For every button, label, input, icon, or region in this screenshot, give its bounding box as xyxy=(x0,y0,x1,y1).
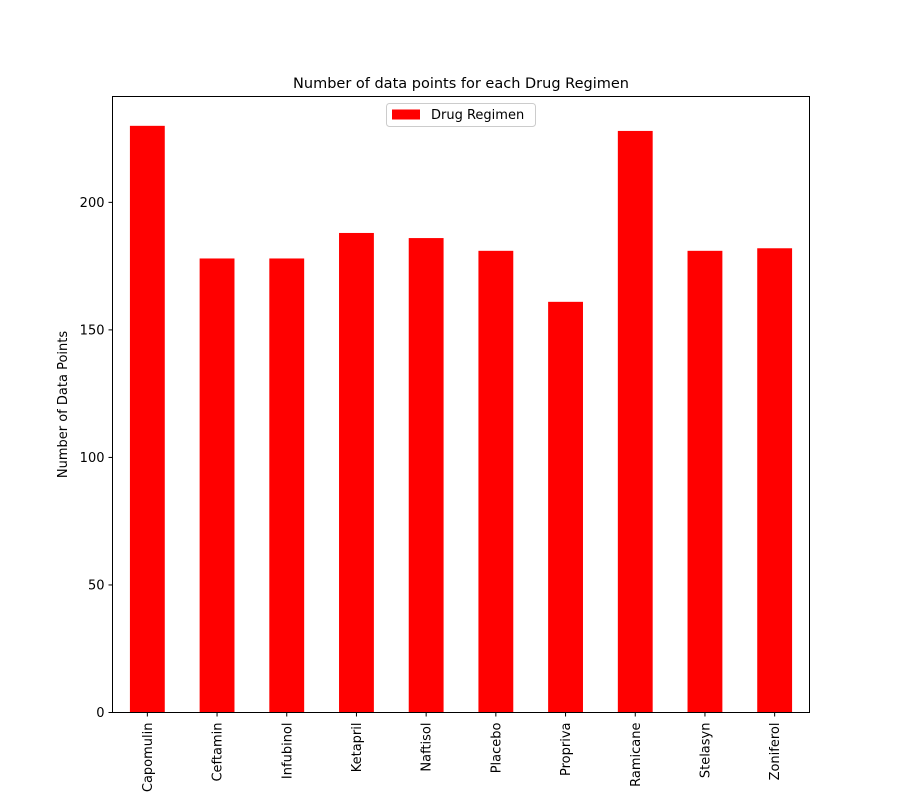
x-tick-label: Placebo xyxy=(489,722,504,773)
x-tick-label: Stelasyn xyxy=(698,723,713,779)
y-tick-label: 50 xyxy=(88,578,105,593)
bar-placebo xyxy=(478,250,514,713)
x-ticks-layer: Capomulin Ceftamin Infubinol Ketapril Naftis… xyxy=(141,712,783,793)
x-tick-label: Ramicane xyxy=(629,723,644,787)
x-tick-label: Naftisol xyxy=(420,723,435,772)
legend-swatch xyxy=(392,109,420,120)
legend-label: Drug Regimen xyxy=(431,108,524,123)
bar-ceftamin xyxy=(199,258,235,713)
x-tick-label: Propriva xyxy=(559,723,574,777)
bar-infubinol xyxy=(269,258,305,713)
bar-zoniferol xyxy=(757,248,793,713)
bar-stelasyn xyxy=(687,250,723,713)
bar-capomulin xyxy=(129,125,165,713)
y-tick-label: 0 xyxy=(96,706,104,721)
bars-layer xyxy=(129,125,793,713)
x-tick-label: Ceftamin xyxy=(211,723,226,782)
plot-area-frame xyxy=(112,96,810,713)
legend-box xyxy=(386,103,536,127)
chart-title: Number of data points for each Drug Regi… xyxy=(293,76,629,92)
bar-ramicane xyxy=(617,130,653,713)
y-axis-label: Number of Data Points xyxy=(56,331,71,478)
y-tick-label: 200 xyxy=(80,196,105,211)
x-tick-label: Capomulin xyxy=(141,723,156,793)
y-tick-label: 150 xyxy=(80,323,105,338)
x-tick-label: Ketapril xyxy=(350,723,365,773)
bar-naftisol xyxy=(408,238,444,713)
y-ticks-layer: 0 50 100 150 200 xyxy=(80,196,113,721)
x-tick-label: Infubinol xyxy=(280,723,295,780)
bar-propriva xyxy=(548,301,583,713)
bar-ketapril xyxy=(339,232,374,713)
x-tick-label: Zoniferol xyxy=(768,723,783,781)
y-tick-label: 100 xyxy=(80,451,105,466)
legend: Drug Regimen xyxy=(386,103,536,127)
